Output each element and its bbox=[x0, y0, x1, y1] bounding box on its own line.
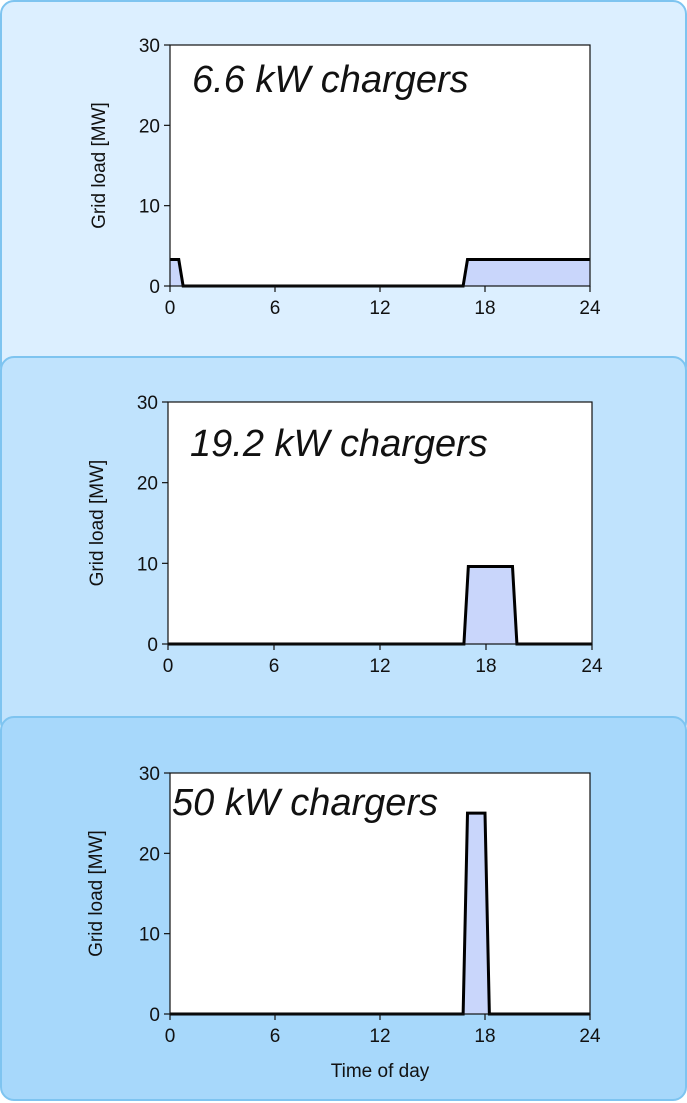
x-tick-label: 6 bbox=[269, 656, 280, 677]
y-axis-label: Grid load [MW] bbox=[89, 102, 110, 229]
y-tick-label: 0 bbox=[149, 277, 160, 298]
chart-title: 50 kW chargers bbox=[172, 782, 438, 824]
plot-area bbox=[168, 402, 592, 644]
x-tick-label: 0 bbox=[163, 656, 174, 677]
x-tick-label: 24 bbox=[579, 1026, 601, 1047]
x-axis-label: Time of day bbox=[331, 1061, 430, 1082]
chart-panel-6-6kw: 0 6 12 18 24 0 10 20 30 Grid load [MW] 6.6 kW char… bbox=[0, 0, 687, 380]
chart-19-2kw: 0 6 12 18 24 0 10 20 30 Grid load [MW] 19.2 kW cha… bbox=[87, 393, 603, 677]
y-tick-label: 10 bbox=[139, 925, 160, 946]
load-area-fill bbox=[170, 259, 590, 286]
y-axis-label: Grid load [MW] bbox=[87, 460, 108, 587]
x-tick-label: 24 bbox=[579, 298, 601, 319]
x-tick-label: 18 bbox=[474, 298, 495, 319]
y-tick-label: 20 bbox=[139, 116, 160, 137]
chart-title: 6.6 kW chargers bbox=[192, 59, 469, 101]
chart-title: 19.2 kW chargers bbox=[190, 423, 488, 465]
x-tick-label: 0 bbox=[165, 1026, 176, 1047]
y-tick-label: 20 bbox=[139, 844, 160, 865]
y-tick-label: 20 bbox=[137, 474, 158, 495]
y-tick-label: 0 bbox=[149, 1005, 160, 1026]
chart-50kw: 0 6 12 18 24 0 10 20 30 Grid load [MW] Time of day… bbox=[86, 764, 601, 1082]
x-tick-label: 12 bbox=[369, 656, 390, 677]
x-tick-label: 12 bbox=[369, 1026, 390, 1047]
x-tick-label: 6 bbox=[270, 298, 281, 319]
chart-6-6kw: 0 6 12 18 24 0 10 20 30 Grid load [MW] 6.6 kW char… bbox=[89, 36, 601, 319]
y-tick-label: 30 bbox=[137, 393, 158, 414]
load-area-fill bbox=[168, 566, 592, 644]
chart-panel-50kw: 0 6 12 18 24 0 10 20 30 Grid load [MW] Time of day… bbox=[0, 716, 687, 1101]
plot-area bbox=[170, 45, 590, 286]
x-tick-label: 18 bbox=[475, 656, 496, 677]
x-tick-label: 0 bbox=[165, 298, 176, 319]
x-tick-label: 6 bbox=[270, 1026, 281, 1047]
y-tick-label: 30 bbox=[139, 764, 160, 785]
x-tick-label: 18 bbox=[474, 1026, 495, 1047]
y-tick-label: 30 bbox=[139, 36, 160, 57]
x-tick-label: 24 bbox=[581, 656, 603, 677]
plot-area bbox=[170, 773, 590, 1014]
x-tick-label: 12 bbox=[369, 298, 390, 319]
y-tick-label: 10 bbox=[139, 197, 160, 218]
y-tick-label: 10 bbox=[137, 554, 158, 575]
y-tick-label: 0 bbox=[147, 635, 158, 656]
chart-panel-19-2kw: 0 6 12 18 24 0 10 20 30 Grid load [MW] 19.2 kW cha… bbox=[0, 356, 687, 736]
y-axis-label: Grid load [MW] bbox=[86, 830, 107, 957]
